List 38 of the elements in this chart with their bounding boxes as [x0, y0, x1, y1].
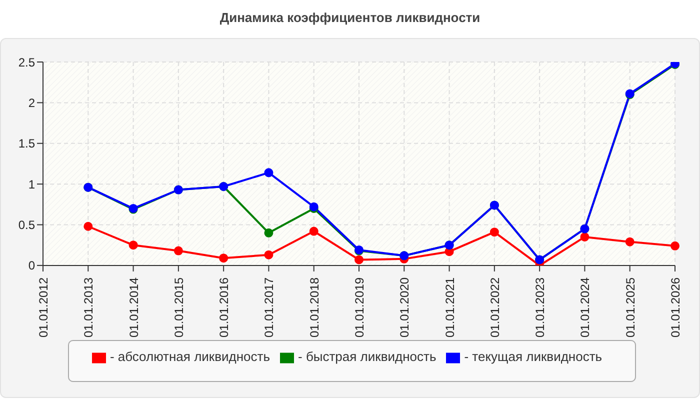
- y-tick-label: 0: [28, 258, 36, 273]
- point: [264, 250, 274, 260]
- chart-title: Динамика коэффициентов ликвидности: [218, 10, 482, 25]
- point: [625, 237, 634, 246]
- y-tick-label: 2.5: [18, 55, 36, 70]
- y-tick-label: 1.5: [18, 136, 36, 151]
- point: [128, 240, 138, 250]
- point: [670, 241, 680, 250]
- y-tick-label: 0.5: [18, 218, 36, 232]
- legend-label: - текущая ликвидность: [464, 349, 602, 364]
- y-tick-label: 1: [28, 177, 36, 192]
- x-tick-label: 01.01.2023: [533, 277, 548, 338]
- x-tick-label: 01.01.2020: [398, 277, 412, 338]
- x-tick-label: 01.01.2022: [488, 277, 502, 338]
- x-tick-label: 01.01.2021: [442, 277, 457, 338]
- point: [264, 168, 274, 178]
- legend-label: - абсолютная ликвидность: [110, 349, 270, 364]
- x-tick-label: 01.01.2026: [668, 277, 683, 338]
- x-tick-label: 01.01.2016: [217, 277, 232, 338]
- x-tick-label: 01.01.2019: [352, 277, 367, 338]
- point: [490, 228, 499, 237]
- x-tick-label: 01.01.2017: [262, 277, 276, 338]
- y-tick-label: 2: [28, 96, 36, 110]
- x-tick-label: 01.01.2013: [82, 277, 96, 338]
- x-tick-label: 01.01.2014: [126, 277, 141, 338]
- point: [174, 246, 183, 256]
- x-tick-label: 01.01.2012: [36, 277, 51, 338]
- x-tick-label: 01.01.2018: [307, 277, 322, 338]
- x-tick-label: 01.01.2015: [172, 277, 186, 338]
- legend-label: - быстрая ликвидность: [298, 349, 436, 364]
- point: [354, 255, 364, 264]
- point: [219, 254, 228, 263]
- point: [580, 232, 590, 242]
- point: [264, 228, 274, 238]
- x-tick-label: 01.01.2024: [578, 277, 592, 338]
- point: [309, 226, 318, 236]
- point: [84, 222, 93, 231]
- x-tick-label: 01.01.2025: [623, 277, 638, 338]
